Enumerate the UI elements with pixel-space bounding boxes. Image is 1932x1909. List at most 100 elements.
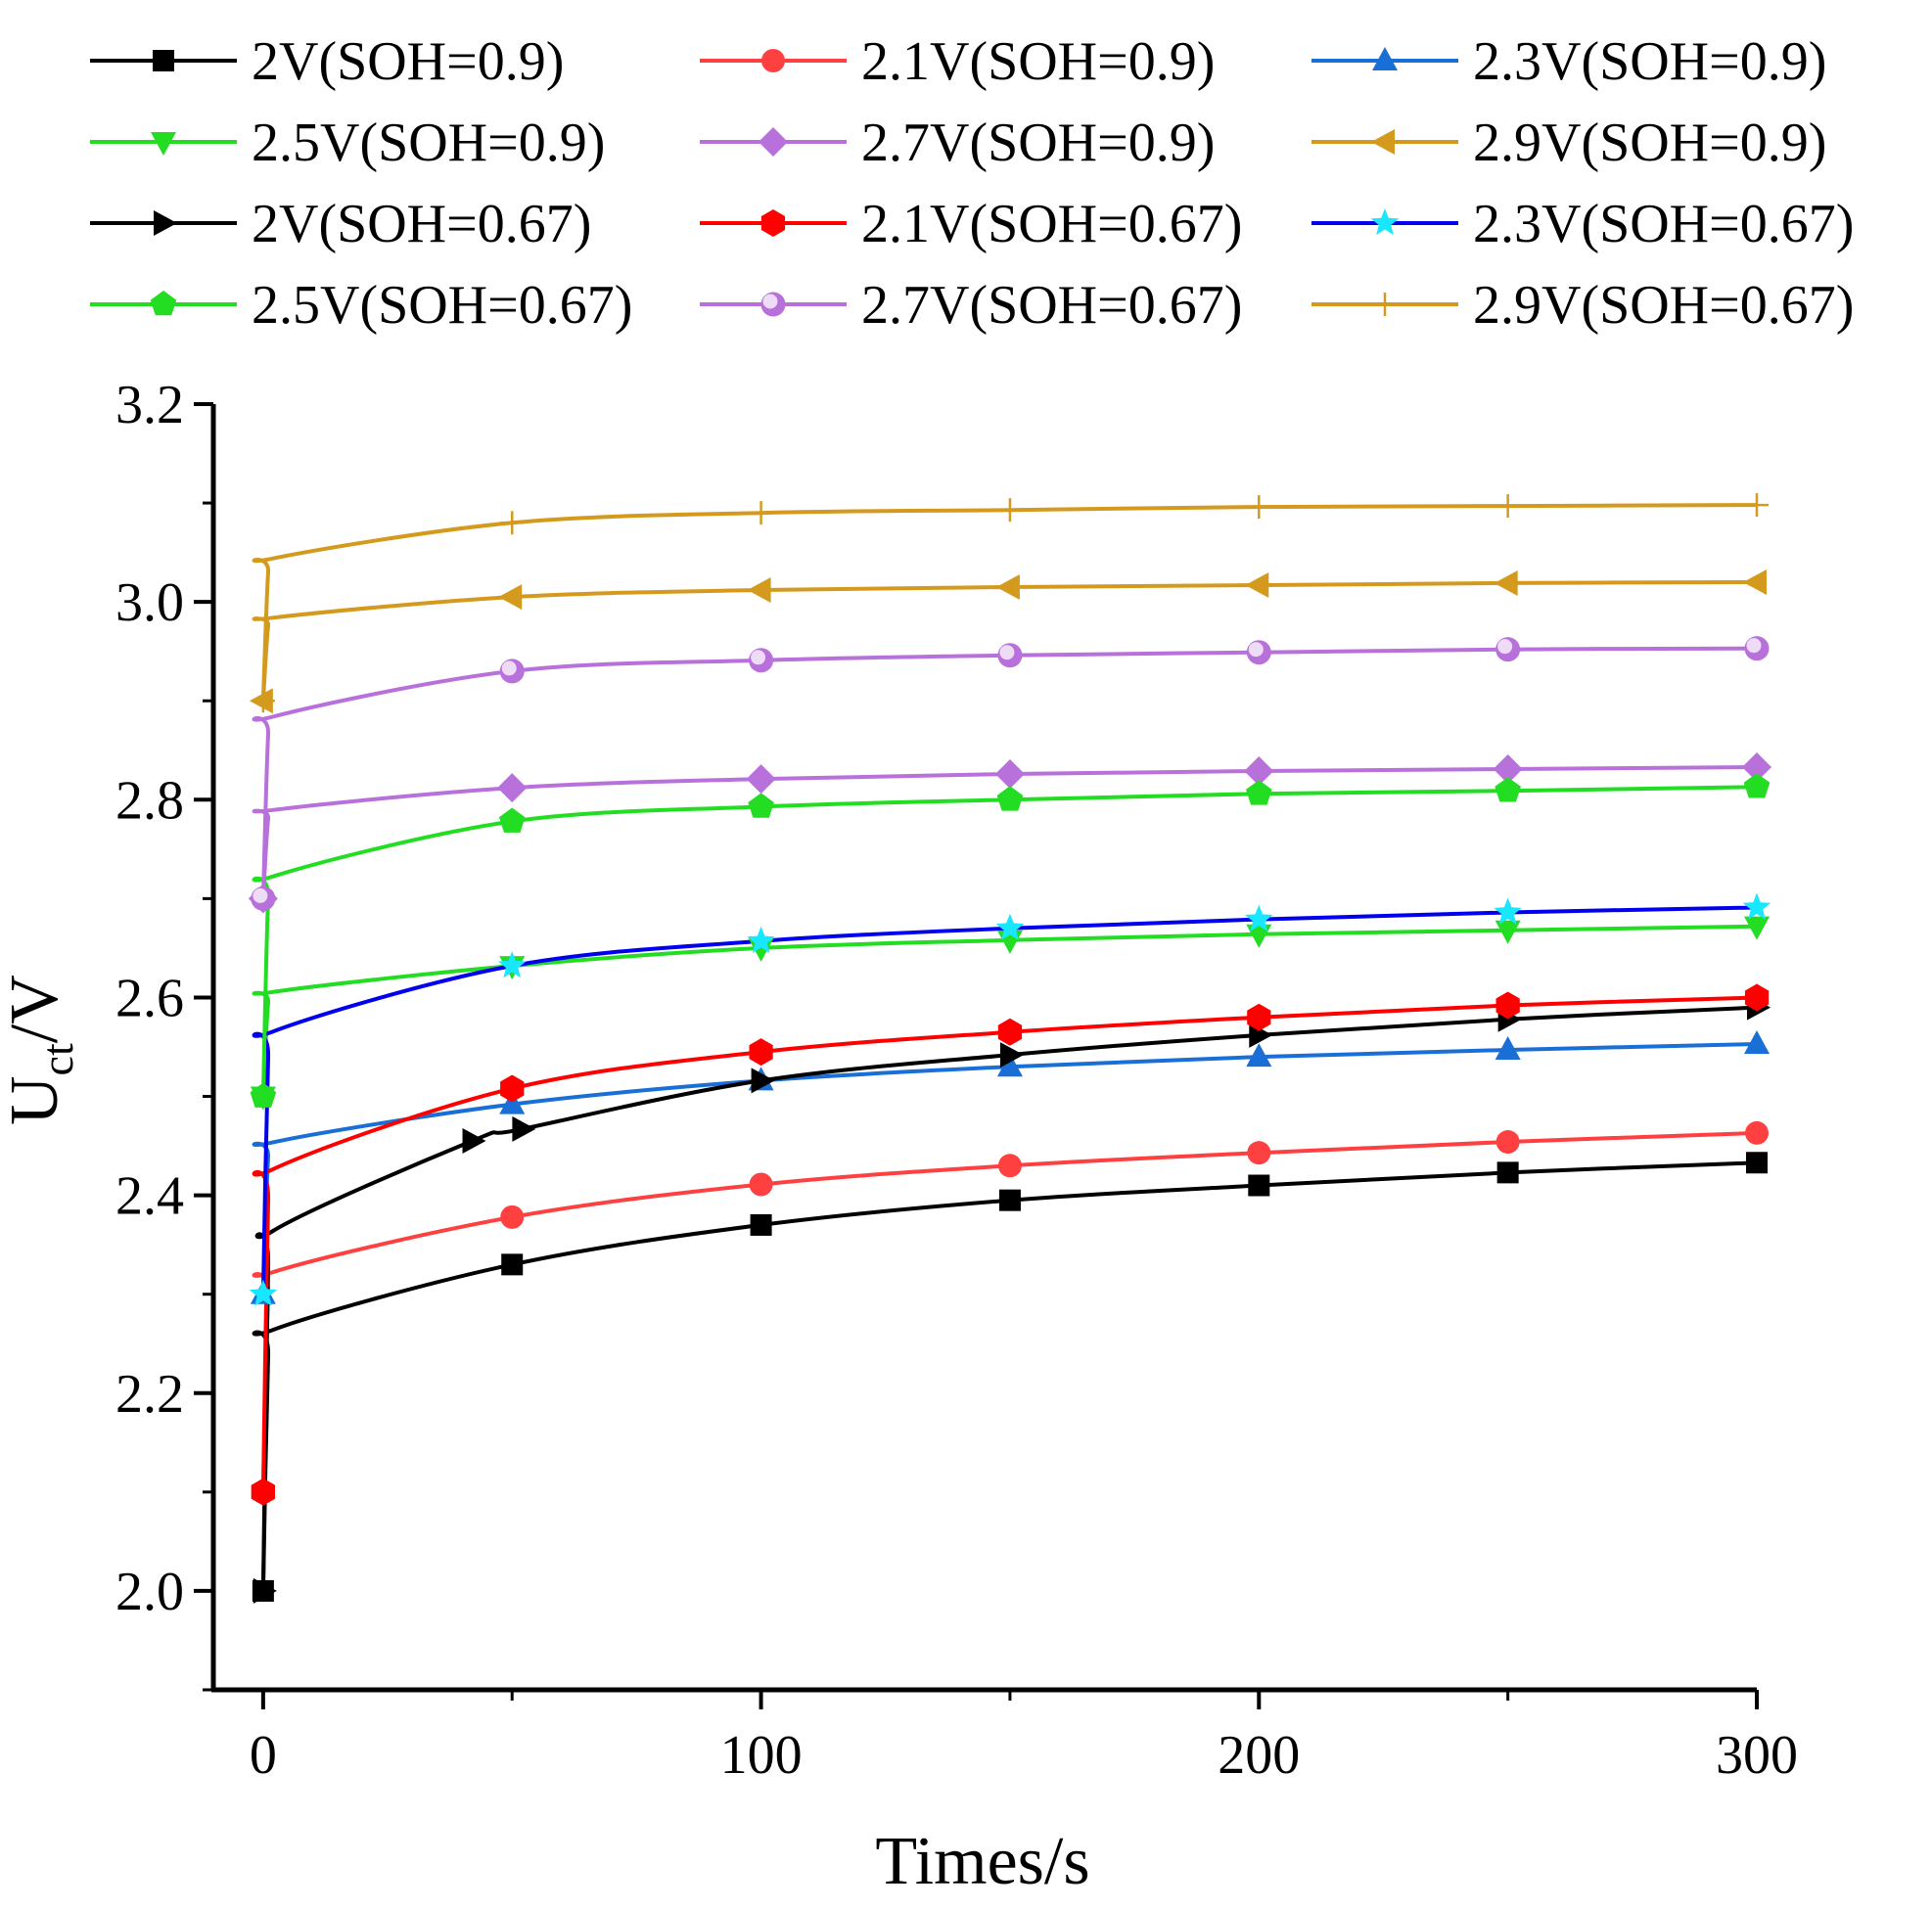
series-line-2-5v-soh-0-67	[252, 785, 1758, 1097]
legend-label: 2.5V(SOH=0.9)	[252, 113, 605, 173]
data-point-2-5v-soh-0-67	[250, 1082, 277, 1108]
x-axis-title: Times/s	[875, 1824, 1089, 1899]
data-point-2-7v-soh-0-9	[1742, 751, 1771, 782]
data-point-2-9v-soh-0-9	[498, 584, 523, 611]
data-point-2v-soh-0-67	[751, 1068, 775, 1094]
data-point-2-5v-soh-0-9	[1246, 924, 1272, 948]
y-tick-label: 2.2	[115, 1364, 184, 1425]
data-point-2v-soh-0-67	[999, 1042, 1024, 1068]
legend-label: 2.5V(SOH=0.67)	[252, 275, 632, 336]
data-point-2-9v-soh-0-67	[500, 511, 525, 535]
data-point-2v-soh-0-9	[1496, 1161, 1519, 1184]
data-point-2-5v-soh-0-9	[748, 937, 774, 962]
legend-label: 2.9V(SOH=0.9)	[1473, 113, 1826, 173]
data-point-2-1v-soh-0-9	[997, 1154, 1022, 1178]
legend-marker	[1370, 208, 1400, 236]
data-point-2-5v-soh-0-9	[1744, 916, 1770, 940]
legend-label: 2V(SOH=0.67)	[252, 194, 591, 254]
data-point-2v-soh-0-9	[750, 1213, 772, 1236]
data-point-2-1v-soh-0-67	[749, 1038, 773, 1067]
data-point-2-5v-soh-0-67	[1246, 780, 1272, 805]
legend-marker	[759, 127, 788, 157]
plot-markers	[248, 493, 1771, 1604]
series-line-2-7v-soh-0-9	[252, 765, 1758, 899]
data-point-2-1v-soh-0-67	[1744, 983, 1770, 1012]
legend-marker	[1372, 47, 1398, 70]
data-point-2-1v-soh-0-67	[997, 1018, 1023, 1046]
legend-label: 2.7V(SOH=0.67)	[861, 275, 1242, 336]
legend: 2V(SOH=0.9) 2.1V(SOH=0.9) 2.3V(SOH=0.9) 2.5…	[90, 31, 1854, 336]
legend-item-2v-soh-0-9: 2V(SOH=0.9)	[90, 31, 564, 92]
data-point-2-3v-soh-0-9	[996, 1053, 1023, 1077]
legend-label: 2.3V(SOH=0.9)	[1473, 31, 1826, 92]
data-point-2-1v-soh-0-67	[1495, 991, 1520, 1020]
data-point-2-7v-soh-0-9	[497, 773, 528, 803]
data-point-2-9v-soh-0-9	[1494, 569, 1518, 596]
data-point-2-9v-soh-0-9	[1245, 571, 1269, 598]
legend-marker	[151, 132, 176, 156]
legend-item-2-1v-soh-0-67: 2.1V(SOH=0.67)	[700, 194, 1242, 254]
legend-marker	[153, 50, 174, 71]
legend-marker	[761, 49, 785, 72]
series-line-2-3v-soh-0-9	[252, 1042, 1758, 1295]
series-line-2-1v-soh-0-9	[252, 1130, 1758, 1492]
data-point-2-3v-soh-0-67	[1742, 892, 1771, 920]
data-point-2v-soh-0-9	[1248, 1174, 1270, 1197]
data-point-2-1v-soh-0-67	[251, 1477, 275, 1506]
x-tick-label: 300	[1716, 1725, 1798, 1786]
data-point-2-9v-soh-0-67	[1495, 494, 1520, 519]
data-point-2-3v-soh-0-67	[498, 951, 527, 978]
legend-marker	[150, 291, 177, 316]
legend-item-2-9v-soh-0-67: 2.9V(SOH=0.67)	[1311, 275, 1854, 336]
data-point-2-9v-soh-0-67	[1745, 493, 1769, 518]
data-point-2-9v-soh-0-67	[749, 501, 773, 525]
data-point-2-9v-soh-0-9	[995, 573, 1020, 600]
legend-label: 2.1V(SOH=0.9)	[861, 31, 1215, 92]
data-point-2-5v-soh-0-67	[748, 793, 774, 818]
data-point-2-3v-soh-0-67	[995, 913, 1025, 940]
legend-item-2v-soh-0-67: 2V(SOH=0.67)	[90, 194, 591, 254]
legend-item-2-5v-soh-0-67: 2.5V(SOH=0.67)	[90, 275, 632, 336]
data-point-2-3v-soh-0-67	[249, 1279, 278, 1306]
legend-label: 2.1V(SOH=0.67)	[861, 194, 1242, 254]
data-point-2-7v-soh-0-9	[994, 759, 1025, 790]
axis-ticks: 0 100 200 300 2.0 2.2 2.4 2.6 2.8 3.0 3.2	[115, 375, 1798, 1786]
series-line-2-7v-soh-0-67	[252, 646, 1758, 899]
data-point-2-7v-soh-0-67	[749, 648, 774, 673]
data-point-2-1v-soh-0-67	[1247, 1003, 1271, 1031]
data-point-2-1v-soh-0-9	[749, 1172, 773, 1197]
data-point-2-7v-soh-0-67	[1744, 636, 1770, 661]
data-point-2-5v-soh-0-67	[498, 807, 526, 833]
data-point-2-3v-soh-0-9	[1246, 1043, 1272, 1068]
data-point-2-3v-soh-0-67	[1494, 897, 1522, 925]
legend-marker	[154, 210, 177, 236]
data-point-2v-soh-0-9	[501, 1253, 524, 1276]
legend-label: 2.9V(SOH=0.67)	[1473, 275, 1854, 336]
legend-item-2-1v-soh-0-9: 2.1V(SOH=0.9)	[700, 31, 1215, 92]
series-line-2-9v-soh-0-67	[252, 503, 1758, 702]
data-point-2v-soh-0-67	[512, 1115, 536, 1142]
data-point-2-3v-soh-0-67	[1245, 904, 1273, 932]
data-point-2-7v-soh-0-67	[997, 643, 1023, 668]
data-point-2-1v-soh-0-9	[1745, 1120, 1769, 1145]
y-axis-title: Uct/V	[0, 975, 82, 1125]
legend-marker	[760, 209, 786, 237]
data-point-2-7v-soh-0-9	[746, 764, 776, 795]
data-point-2-7v-soh-0-67	[1246, 640, 1271, 665]
data-point-2-9v-soh-0-9	[747, 577, 771, 604]
legend-item-2-9v-soh-0-9: 2.9V(SOH=0.9)	[1311, 113, 1826, 173]
axes	[210, 404, 1757, 1693]
x-tick-label: 0	[250, 1725, 277, 1786]
legend-marker	[1371, 129, 1395, 155]
data-point-2-5v-soh-0-67	[1743, 773, 1771, 798]
data-point-2v-soh-0-67	[462, 1128, 486, 1155]
legend-item-2-3v-soh-0-67: 2.3V(SOH=0.67)	[1311, 194, 1854, 254]
data-point-2-3v-soh-0-9	[1495, 1036, 1521, 1061]
data-point-2-7v-soh-0-67	[499, 659, 525, 684]
data-point-2-5v-soh-0-67	[996, 786, 1024, 811]
data-point-2-3v-soh-0-67	[747, 926, 775, 953]
data-point-2-5v-soh-0-67	[1495, 777, 1521, 802]
data-point-2-1v-soh-0-9	[500, 1204, 525, 1229]
y-tick-label: 2.8	[115, 770, 184, 831]
legend-item-2-5v-soh-0-9: 2.5V(SOH=0.9)	[90, 113, 605, 173]
